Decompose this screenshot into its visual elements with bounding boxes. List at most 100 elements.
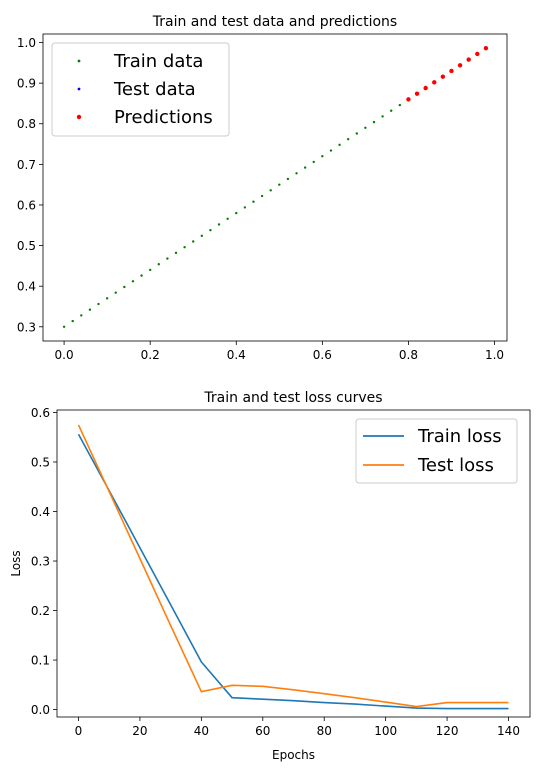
y-tick-label: 0.0 [31, 703, 50, 717]
data-point [398, 103, 402, 107]
x-tick-label: 0.0 [55, 348, 74, 362]
x-tick-label: 0.4 [227, 348, 246, 362]
x-tick-label: 140 [497, 724, 520, 738]
data-point [381, 115, 384, 118]
data-point [192, 240, 195, 243]
data-point [157, 263, 160, 266]
data-point [209, 228, 212, 232]
data-point [312, 160, 315, 164]
data-point [148, 268, 152, 272]
data-point [243, 206, 247, 209]
data-point [483, 46, 489, 51]
x-tick-label: 100 [374, 724, 397, 738]
legend-label: Test data [113, 79, 196, 100]
data-point [131, 280, 135, 283]
data-point [466, 57, 471, 62]
y-tick-label: 0.6 [17, 198, 36, 212]
y-tick-label: 0.7 [17, 158, 36, 172]
data-point [457, 63, 463, 68]
data-point [200, 234, 204, 238]
x-tick-label: 120 [436, 724, 459, 738]
data-point [174, 251, 178, 255]
x-tick-label: 60 [255, 724, 270, 738]
axes-frame [56, 409, 531, 718]
data-point [71, 319, 74, 323]
data-point [295, 172, 298, 175]
y-tick-label: 0.4 [17, 280, 36, 294]
x-tick-label: 20 [132, 724, 147, 738]
x-tick-label: 80 [317, 724, 332, 738]
legend-box [355, 418, 518, 484]
legend-marker [77, 59, 81, 63]
data-point [364, 126, 367, 130]
x-axis-label: Epochs [272, 748, 315, 762]
data-point [252, 200, 255, 203]
chart-title: Train and test loss curves [203, 390, 382, 406]
y-tick-label: 0.2 [31, 604, 50, 618]
x-tick-label: 0.6 [313, 348, 332, 362]
y-tick-label: 0.6 [31, 406, 50, 420]
data-point [329, 149, 333, 152]
legend-box [51, 42, 230, 137]
data-point [278, 183, 281, 186]
y-tick-label: 0.9 [17, 77, 36, 91]
y-tick-label: 0.1 [31, 654, 50, 668]
chart-title: Train and test data and predictions [152, 14, 397, 30]
data-point [235, 211, 238, 215]
data-point [260, 194, 264, 198]
data-point [140, 274, 143, 277]
data-point [338, 143, 341, 147]
data-point [346, 137, 350, 141]
data-point [269, 189, 272, 192]
x-tick-label: 0.2 [141, 348, 160, 362]
data-point [372, 120, 376, 124]
data-point [432, 80, 437, 85]
legend-label: Train data [113, 51, 203, 72]
data-point [355, 132, 358, 135]
legend-marker [77, 87, 81, 91]
y-tick-label: 0.5 [31, 455, 50, 469]
data-point [390, 109, 393, 112]
data-point [62, 325, 66, 328]
data-point [406, 97, 411, 102]
y-axis-label: Loss [9, 550, 23, 576]
series-line [77, 424, 509, 708]
y-tick-label: 0.4 [31, 505, 50, 519]
y-tick-label: 0.3 [31, 555, 50, 569]
plot-area [77, 424, 509, 710]
series-line [77, 433, 509, 710]
data-point [183, 245, 186, 249]
x-tick-label: 0 [75, 724, 83, 738]
data-point [114, 291, 117, 294]
axes-frame [42, 33, 508, 342]
data-point [217, 223, 221, 226]
data-point [88, 308, 92, 311]
x-tick-label: 1.0 [485, 348, 504, 362]
x-tick-label: 0.8 [399, 348, 418, 362]
data-point [303, 166, 307, 169]
plot-area [62, 46, 489, 328]
data-point [321, 155, 324, 158]
data-point [123, 285, 126, 289]
data-point [475, 51, 480, 57]
y-tick-label: 0.5 [17, 239, 36, 253]
data-point [286, 177, 290, 181]
x-tick-label: 40 [194, 724, 209, 738]
data-point [414, 91, 420, 96]
data-point [166, 257, 169, 260]
y-tick-label: 0.3 [17, 320, 36, 334]
data-point [423, 85, 428, 91]
data-point [97, 302, 100, 306]
y-tick-label: 0.8 [17, 117, 36, 131]
legend-label: Train loss [417, 426, 502, 447]
y-tick-label: 1.0 [17, 36, 36, 50]
data-point [440, 74, 446, 79]
data-point [226, 217, 229, 220]
legend-marker [76, 114, 82, 120]
legend-label: Test loss [417, 455, 494, 476]
data-point [449, 68, 454, 74]
data-point [80, 314, 83, 317]
legend-label: Predictions [114, 107, 213, 128]
data-point [105, 297, 109, 300]
